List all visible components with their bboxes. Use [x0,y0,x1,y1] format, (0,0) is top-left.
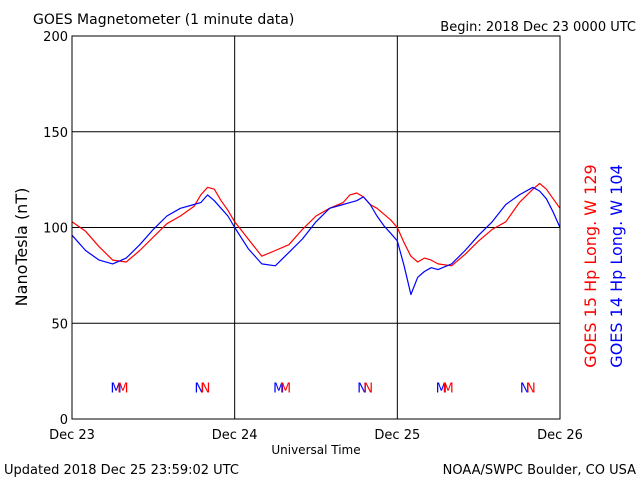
event-markers: MM NN MM NN MM NN [110,381,535,396]
event-marker: N [357,381,367,396]
legend-goes14: GOES 14 Hp Long. W 104 [607,164,626,367]
x-tick-label: Dec 23 [49,428,95,443]
chart-title: GOES Magnetometer (1 minute data) [33,12,294,28]
event-marker: M [443,381,454,396]
event-marker: N [201,381,211,396]
event-marker: M [436,381,447,396]
y-tick-label: 150 [43,126,68,141]
y-axis-label: NanoTesla (nT) [12,188,31,307]
x-tick-labels: Dec 23 Dec 24 Dec 25 Dec 26 [49,428,583,443]
series-line-0 [71,182,561,267]
credit-text: NOAA/SWPC Boulder, CO USA [443,463,636,478]
y-tick-labels: 0 50 100 150 200 [43,30,68,428]
y-tick-label: 50 [51,317,68,332]
y-tick-label: 200 [43,30,68,45]
y-tick-label: 100 [43,222,68,237]
event-marker: M [273,381,284,396]
x-tick-label: Dec 25 [374,428,420,443]
event-marker: M [280,381,291,396]
plot-frame [71,35,561,420]
event-marker: M [117,381,128,396]
event-marker: M [110,381,121,396]
y-tick-label: 0 [60,413,68,428]
event-marker: N [526,381,536,396]
x-tick-label: Dec 26 [537,428,583,443]
event-marker: N [195,381,205,396]
x-tick-label: Dec 24 [212,428,258,443]
updated-time: Updated 2018 Dec 25 23:59:02 UTC [4,463,239,478]
event-marker: N [363,381,373,396]
event-marker: N [520,381,530,396]
series-line-1 [71,186,561,296]
x-axis-label: Universal Time [271,443,360,457]
series-lines [71,182,561,296]
begin-time: Begin: 2018 Dec 23 0000 UTC [440,20,636,35]
legend-goes15: GOES 15 Hp Long. W 129 [581,164,600,367]
